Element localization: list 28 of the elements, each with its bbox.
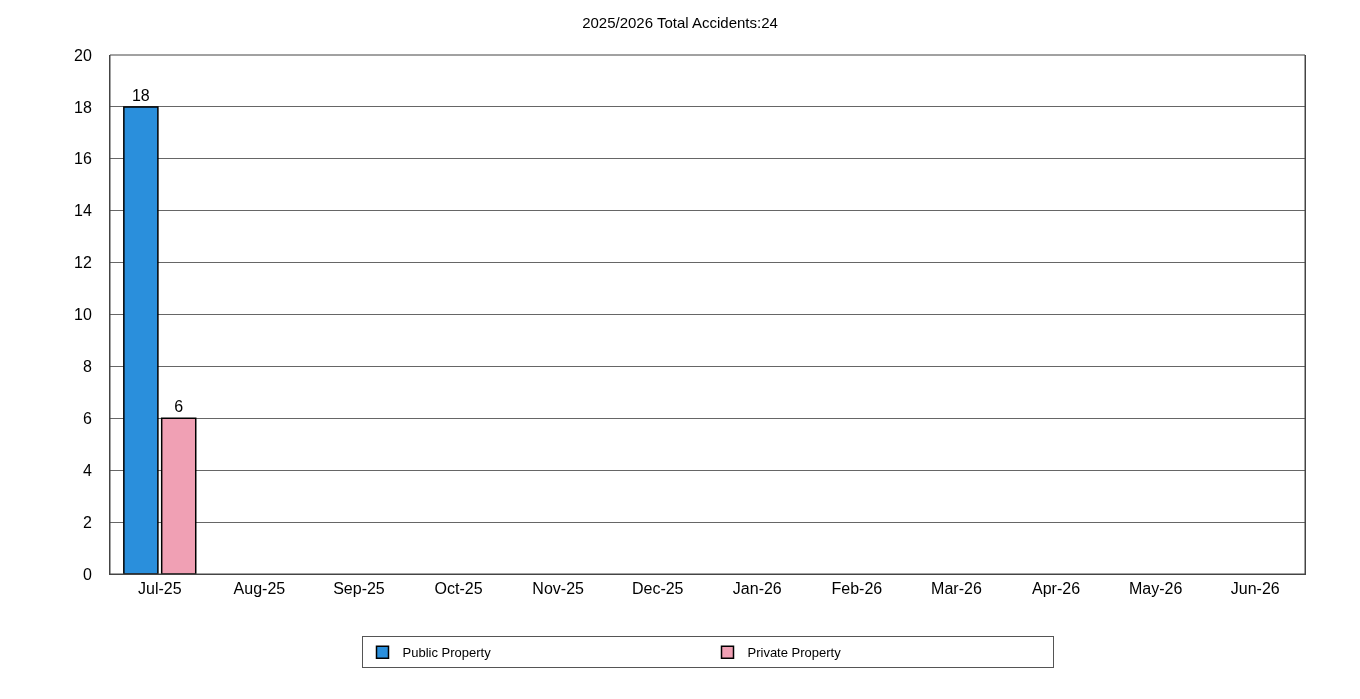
x-tick-label: Oct-25 xyxy=(434,580,483,598)
y-tick-label: 0 xyxy=(82,565,92,583)
x-tick-label: Dec-25 xyxy=(631,580,684,598)
x-tick-label: Jul-25 xyxy=(138,580,182,598)
data-label: 18 xyxy=(131,86,150,104)
x-tick-label: Aug-25 xyxy=(233,580,286,598)
y-tick-label: 2 xyxy=(82,513,92,531)
y-tick-label: 16 xyxy=(74,150,92,168)
y-tick-label: 10 xyxy=(74,306,92,324)
legend-label: Private Property xyxy=(747,645,842,661)
x-tick-label: Jun-26 xyxy=(1230,580,1280,598)
chart-title: 2025/2026 Total Accidents:24 xyxy=(582,13,778,31)
y-tick-label: 8 xyxy=(82,358,92,375)
legend-label: Public Property xyxy=(402,645,492,661)
y-tick-label: 4 xyxy=(82,461,92,479)
x-tick-label: May-26 xyxy=(1128,580,1183,598)
x-tick-label: Feb-26 xyxy=(831,580,883,598)
x-tick-label: Apr-26 xyxy=(1032,580,1081,598)
y-tick-label: 18 xyxy=(74,98,92,116)
x-tick-label: Nov-25 xyxy=(532,580,585,598)
data-label: 6 xyxy=(174,398,184,416)
x-tick-label: Sep-25 xyxy=(333,580,385,598)
y-tick-label: 20 xyxy=(74,46,92,64)
x-tick-label: Jan-26 xyxy=(732,580,782,598)
x-tick-label: Mar-26 xyxy=(931,580,982,598)
y-tick-label: 6 xyxy=(82,409,92,427)
y-tick-label: 14 xyxy=(74,202,92,220)
y-tick-label: 12 xyxy=(74,254,92,272)
